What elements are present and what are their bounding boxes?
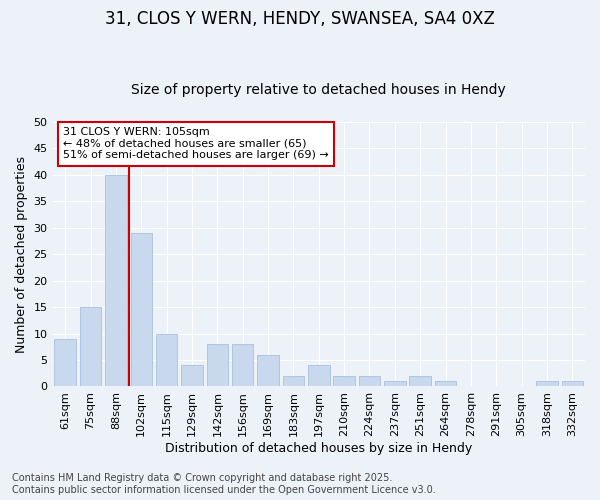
Bar <box>334 376 355 386</box>
Bar <box>257 354 279 386</box>
Text: Contains HM Land Registry data © Crown copyright and database right 2025.
Contai: Contains HM Land Registry data © Crown c… <box>12 474 436 495</box>
Bar <box>105 174 127 386</box>
Bar <box>131 233 152 386</box>
Bar <box>359 376 380 386</box>
Bar <box>409 376 431 386</box>
Title: Size of property relative to detached houses in Hendy: Size of property relative to detached ho… <box>131 83 506 97</box>
X-axis label: Distribution of detached houses by size in Hendy: Distribution of detached houses by size … <box>165 442 472 455</box>
Bar <box>536 381 558 386</box>
Text: 31 CLOS Y WERN: 105sqm
← 48% of detached houses are smaller (65)
51% of semi-det: 31 CLOS Y WERN: 105sqm ← 48% of detached… <box>63 127 329 160</box>
Bar <box>384 381 406 386</box>
Bar <box>435 381 457 386</box>
Bar <box>55 339 76 386</box>
Bar <box>80 307 101 386</box>
Bar <box>308 366 329 386</box>
Bar <box>283 376 304 386</box>
Bar <box>156 334 178 386</box>
Bar <box>181 366 203 386</box>
Bar <box>232 344 253 387</box>
Y-axis label: Number of detached properties: Number of detached properties <box>15 156 28 352</box>
Bar <box>206 344 228 387</box>
Bar <box>562 381 583 386</box>
Text: 31, CLOS Y WERN, HENDY, SWANSEA, SA4 0XZ: 31, CLOS Y WERN, HENDY, SWANSEA, SA4 0XZ <box>105 10 495 28</box>
